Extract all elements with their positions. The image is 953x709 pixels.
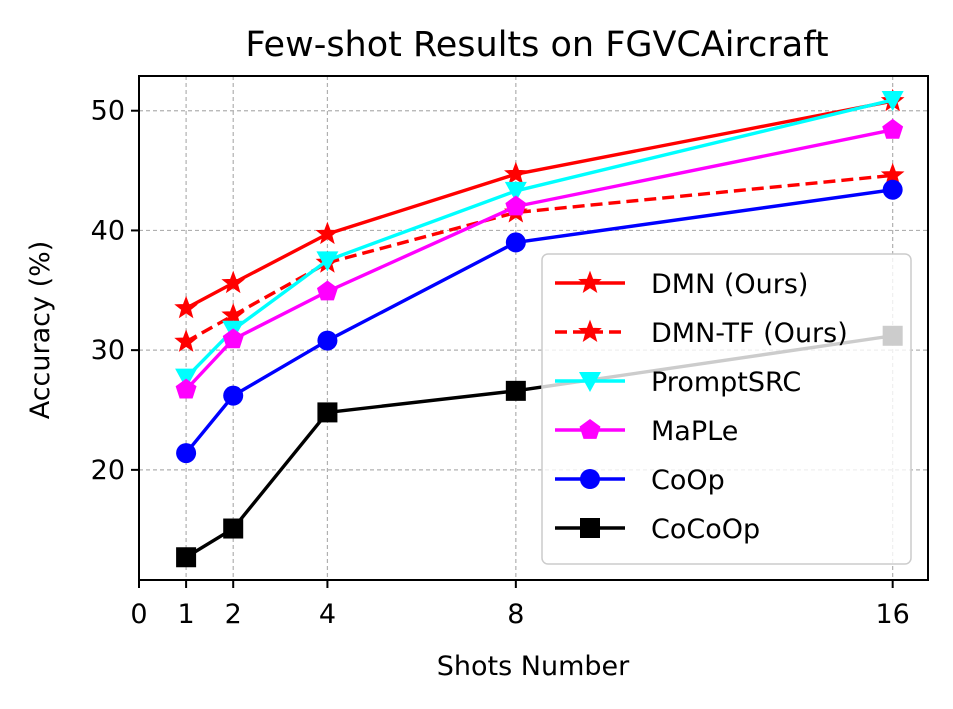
y-tick-label: 40 <box>91 215 125 246</box>
x-tick-label: 2 <box>225 599 242 630</box>
data-point <box>174 329 198 352</box>
plot-frame <box>138 75 929 581</box>
y-tick-label: 30 <box>91 335 125 366</box>
legend-label: DMN (Ours) <box>651 269 808 300</box>
series-maple <box>175 118 904 399</box>
x-axis-label: Shots Number <box>437 651 630 682</box>
data-point <box>316 280 338 301</box>
legend-label: CoOp <box>651 465 725 496</box>
legend-item: DMN-TF (Ours) <box>555 318 848 349</box>
legend-label: MaPLe <box>651 416 738 447</box>
data-point <box>221 303 246 326</box>
legend-marker <box>578 319 602 343</box>
ticks: 0 1 2 4 8 16 20 30 40 50 <box>91 96 910 630</box>
legend-marker <box>579 419 601 439</box>
data-point <box>882 179 903 200</box>
legend-marker <box>580 518 600 538</box>
data-point <box>881 90 904 111</box>
y-axis-label: Accuracy (%) <box>25 241 56 420</box>
legend-item: PromptSRC <box>555 367 801 398</box>
legend-item: CoOp <box>555 465 725 496</box>
data-point <box>505 380 526 401</box>
legend-marker <box>578 270 602 294</box>
data-point <box>504 161 528 185</box>
x-tick-label: 16 <box>875 599 909 630</box>
data-point <box>223 518 244 539</box>
y-tick-label: 20 <box>91 455 125 486</box>
data-point <box>315 221 340 245</box>
data-point <box>317 330 338 351</box>
x-tick-label: 0 <box>130 599 147 630</box>
data-point <box>505 232 526 253</box>
legend-label: DMN-TF (Ours) <box>651 318 848 349</box>
data-point <box>176 443 197 464</box>
legend-item: CoCoOp <box>555 514 760 545</box>
legend-item: DMN (Ours) <box>555 269 808 300</box>
data-point <box>316 251 339 272</box>
data-point <box>505 195 527 216</box>
data-point <box>223 385 244 406</box>
data-point <box>221 270 246 294</box>
legend-box <box>541 253 912 565</box>
legend-label: PromptSRC <box>651 367 801 398</box>
legend: DMN (Ours) DMN-TF (Ours) PromptSRC MaPLe CoO… <box>541 253 912 565</box>
legend-item: MaPLe <box>555 416 738 447</box>
legend-marker <box>580 469 600 489</box>
legend-label: CoCoOp <box>651 514 760 545</box>
data-point <box>317 402 338 423</box>
legend-marker <box>579 372 601 392</box>
chart-title: Few-shot Results on FGVCAircraft <box>245 25 828 65</box>
series-coop <box>176 179 903 464</box>
data-point <box>504 181 527 202</box>
data-point <box>882 118 904 139</box>
series-layer <box>174 88 905 568</box>
y-tick-label: 50 <box>91 96 125 127</box>
data-point <box>174 295 198 319</box>
x-tick-label: 8 <box>507 599 524 630</box>
data-point <box>175 378 197 399</box>
x-tick-label: 4 <box>319 599 336 630</box>
data-point <box>176 547 197 568</box>
data-point <box>222 328 244 349</box>
x-tick-label: 1 <box>178 599 195 630</box>
